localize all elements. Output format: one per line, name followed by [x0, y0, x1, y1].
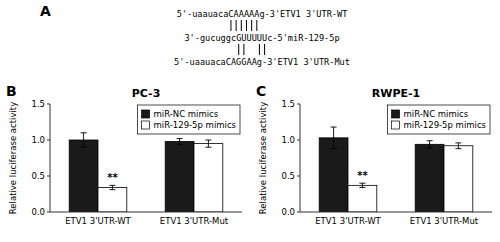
- error-cap: [81, 147, 87, 148]
- x-tick-label: ETV1 3'UTR-Mut: [410, 216, 479, 226]
- error-cap: [81, 132, 87, 133]
- error-bar: [427, 141, 433, 148]
- error-cap: [109, 189, 115, 190]
- legend-label: miR-NC mimics: [154, 109, 219, 119]
- marks: [69, 133, 223, 212]
- error-bar: [177, 139, 183, 145]
- error-stem: [429, 141, 430, 148]
- pairing-bar: [230, 20, 231, 31]
- error-cap: [331, 127, 337, 128]
- y-axis-label: Relative luciferase activity: [258, 102, 268, 214]
- x-tick-label: ETV1 3'UTR-Mut: [160, 216, 229, 226]
- figure: A 5'-uaauacaCAAAAAg-3'ETV1 3'UTR-WT 3'-guc…: [0, 0, 500, 242]
- legend: miR-NC mimicsmiR-129-5p mimics: [388, 105, 490, 134]
- sequence-line: 5'-uaauacaCAAAAAg-3'ETV1 3'UTR-WT: [177, 9, 348, 19]
- pairing-bar: [264, 44, 265, 55]
- bar: [98, 188, 127, 212]
- legend-frame: [388, 105, 490, 134]
- error-bar: [359, 183, 365, 187]
- y-tick-label: 1.0: [281, 135, 295, 145]
- error-cap: [205, 140, 211, 141]
- alignment-panel: A 5'-uaauacaCAAAAAg-3'ETV1 3'UTR-WT 3'-guc…: [40, 3, 350, 67]
- pairing-bar: [236, 20, 237, 31]
- panel-label: A: [40, 3, 51, 19]
- chart-title: PC-3: [132, 87, 161, 100]
- bar: [415, 144, 444, 212]
- error-bar: [455, 143, 461, 149]
- error-cap: [359, 183, 365, 184]
- bar-panel: C RWPE-1 Relative luciferase activity 0.0 0.…: [256, 83, 492, 226]
- bar: [165, 141, 194, 212]
- legend-label: miR-129-5p mimics: [154, 120, 237, 130]
- y-tick-label: 0.0: [281, 207, 295, 217]
- y-tick-label: 0.5: [31, 171, 45, 181]
- legend-swatch: [142, 110, 150, 118]
- panel-label: B: [6, 83, 17, 99]
- error-bar: [109, 185, 115, 189]
- error-cap: [177, 138, 183, 139]
- error-stem: [458, 143, 459, 149]
- error-cap: [359, 187, 365, 188]
- x-tick-label: ETV1 3'UTR-WT: [65, 216, 131, 226]
- legend: miR-NC mimicsmiR-129-5p mimics: [138, 105, 240, 134]
- bar: [194, 144, 223, 212]
- x-tick-label: ETV1 3'UTR-WT: [315, 216, 381, 226]
- pairing-bar: [238, 44, 239, 55]
- pairing-bar: [256, 20, 257, 31]
- y-tick-label: 1.0: [31, 135, 45, 145]
- pairing-bar: [246, 20, 247, 31]
- y-tick-label: 1.5: [281, 99, 295, 109]
- pairing-bar: [243, 44, 244, 55]
- y-axis: [300, 104, 301, 212]
- sequence-line: 5'-uaauacaCAGGAAg-3'ETV1 3'UTR-Mut: [174, 57, 350, 67]
- bar: [444, 146, 473, 212]
- error-cap: [331, 148, 337, 149]
- error-cap: [427, 147, 433, 148]
- pairing-bar: [259, 44, 260, 55]
- error-cap: [109, 185, 115, 186]
- pairing-bar: [251, 20, 252, 31]
- panel-label: C: [256, 83, 266, 99]
- bar: [348, 185, 377, 212]
- error-stem: [83, 133, 84, 147]
- error-stem: [362, 183, 363, 187]
- y-tick-label: 1.5: [31, 99, 45, 109]
- y-axis: [50, 104, 51, 212]
- legend-swatch: [392, 121, 400, 129]
- y-tick-label: 0.5: [281, 171, 295, 181]
- error-cap: [177, 144, 183, 145]
- y-axis-label: Relative luciferase activity: [8, 102, 18, 214]
- chart-title: RWPE-1: [372, 87, 420, 100]
- error-stem: [208, 140, 209, 147]
- legend-frame: [138, 105, 240, 134]
- legend-swatch: [392, 110, 400, 118]
- legend-label: miR-NC mimics: [404, 109, 469, 119]
- error-cap: [205, 147, 211, 148]
- error-stem: [179, 139, 180, 145]
- legend-swatch: [142, 121, 150, 129]
- error-cap: [427, 140, 433, 141]
- error-bar: [205, 140, 211, 147]
- x-axis: [50, 212, 242, 213]
- pairing-bar: [241, 20, 242, 31]
- marks: [319, 127, 473, 212]
- sequence-line: 3'-gucuggcGUUUUUc-5'miR-129-5p: [184, 33, 339, 43]
- y-tick-label: 0.0: [31, 207, 45, 217]
- significance-label: **: [357, 170, 368, 181]
- bar: [319, 138, 348, 212]
- bar: [69, 140, 98, 212]
- error-stem: [333, 127, 334, 149]
- x-axis: [300, 212, 492, 213]
- significance-label: **: [107, 172, 118, 183]
- bar-panel: B PC-3 Relative luciferase activity 0.0 0.5 1…: [6, 83, 242, 226]
- legend-label: miR-129-5p mimics: [404, 120, 487, 130]
- error-cap: [455, 148, 461, 149]
- error-stem: [112, 185, 113, 189]
- error-cap: [455, 142, 461, 143]
- error-bar: [81, 133, 87, 147]
- error-bar: [331, 127, 337, 149]
